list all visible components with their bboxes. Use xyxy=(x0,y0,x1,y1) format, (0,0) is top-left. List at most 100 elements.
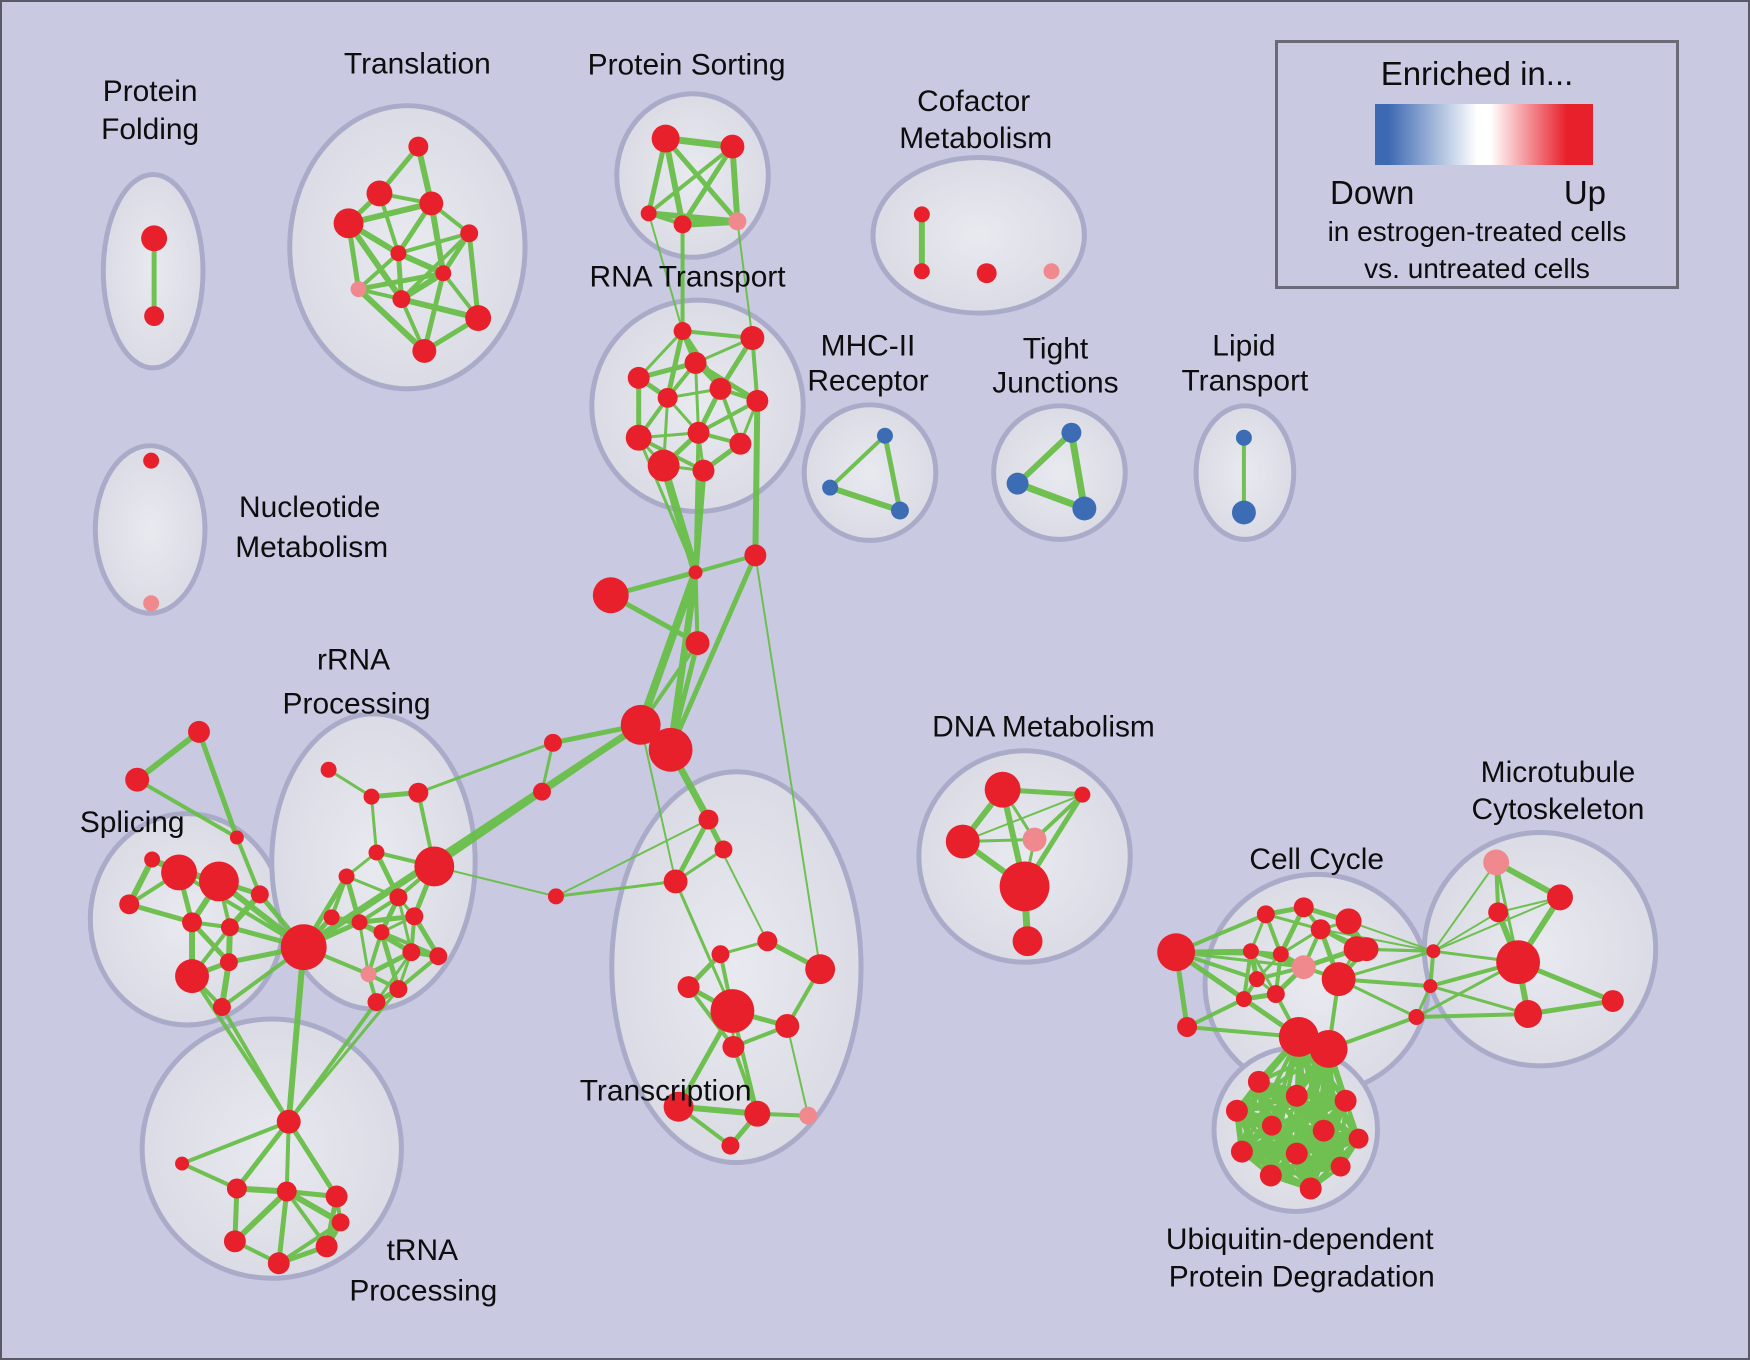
legend-subtitle-line1: in estrogen-treated cells xyxy=(1327,216,1627,247)
node-u4 xyxy=(1225,1099,1248,1122)
edge xyxy=(1174,950,1306,969)
node-x15 xyxy=(721,1136,740,1155)
node-nm2 xyxy=(143,595,160,612)
node-cb xyxy=(744,544,767,567)
node-r12 xyxy=(360,966,377,983)
edge xyxy=(665,328,686,401)
node-cf4 xyxy=(1043,263,1060,280)
node-s10 xyxy=(212,998,231,1017)
edge xyxy=(754,554,822,971)
edge xyxy=(234,835,262,897)
node-cc10 xyxy=(1291,955,1316,980)
edge xyxy=(358,920,370,976)
edge xyxy=(369,795,378,854)
node-tj1 xyxy=(1061,422,1082,443)
edge xyxy=(696,398,760,435)
cluster-label-cofactor-metabolism: Cofactor xyxy=(917,85,1030,118)
node-ft1 xyxy=(188,720,210,743)
edge xyxy=(663,136,740,224)
cluster-label-cell-cycle: Cell Cycle xyxy=(1249,843,1384,876)
edge xyxy=(686,985,736,1049)
node-mt5 xyxy=(1514,1000,1543,1028)
node-tr1 xyxy=(226,1178,247,1199)
node-mt2 xyxy=(1547,884,1573,911)
edge xyxy=(554,818,710,898)
edge xyxy=(135,777,239,840)
node-s1 xyxy=(161,854,197,891)
node-tr3 xyxy=(325,1185,348,1208)
node-r8 xyxy=(405,907,424,926)
node-d5 xyxy=(999,861,1050,912)
node-t4 xyxy=(333,208,364,239)
node-t6 xyxy=(390,245,407,262)
node-rt12 xyxy=(692,459,715,482)
node-rt9 xyxy=(625,424,652,451)
cluster-label-trna-processing: Processing xyxy=(349,1275,497,1308)
node-ca xyxy=(688,565,703,580)
node-rt6 xyxy=(657,387,678,408)
legend-subtitle-line2: vs. untreated cells xyxy=(1364,253,1590,284)
node-t10 xyxy=(465,305,492,332)
edge xyxy=(286,1119,340,1199)
edge xyxy=(1428,984,1530,1016)
edge xyxy=(668,552,758,753)
cluster-label-translation: Translation xyxy=(344,47,491,80)
cluster-label-rrna-processing: Processing xyxy=(283,687,431,720)
node-u9 xyxy=(1285,1142,1308,1165)
node-x14 xyxy=(799,1106,818,1125)
node-u7 xyxy=(1348,1128,1369,1149)
edge xyxy=(1267,1163,1344,1179)
edge xyxy=(287,987,400,1124)
node-mt6 xyxy=(1601,990,1624,1013)
edge xyxy=(395,250,447,277)
node-x6 xyxy=(711,945,730,964)
edge xyxy=(1432,911,1500,953)
cluster-ellipse-trna-processing xyxy=(139,1016,404,1281)
node-u3 xyxy=(1334,1089,1357,1112)
node-lp1 xyxy=(1235,429,1252,446)
node-r1 xyxy=(320,761,337,778)
node-tr4 xyxy=(223,1230,246,1253)
node-lp2 xyxy=(1231,500,1256,525)
cluster-label-protein-folding: Folding xyxy=(101,113,199,146)
cluster-label-nucleotide-metabolism: Metabolism xyxy=(235,531,388,564)
node-u11 xyxy=(1259,1164,1282,1187)
edge xyxy=(1067,429,1088,512)
edge xyxy=(466,230,481,321)
node-m2 xyxy=(822,479,839,496)
edge xyxy=(126,901,195,925)
node-cf2 xyxy=(913,263,930,280)
node-cf1 xyxy=(913,206,930,223)
node-cc9 xyxy=(1272,946,1289,963)
node-cn2 xyxy=(533,782,551,801)
node-mt4 xyxy=(1496,940,1541,985)
cluster-label-ubiquitin-degradation: Ubiquitin-dependent xyxy=(1166,1223,1434,1256)
node-d6 xyxy=(1012,926,1043,957)
cluster-ellipse-cofactor-metabolism xyxy=(870,155,1087,316)
edge xyxy=(827,484,903,514)
node-tr5 xyxy=(315,1235,338,1258)
edge xyxy=(355,286,428,354)
node-t1 xyxy=(408,136,429,157)
node-cc15 xyxy=(1343,936,1370,963)
edge xyxy=(694,361,701,435)
node-rt10 xyxy=(729,432,752,455)
node-r9 xyxy=(351,914,368,931)
node-rt7 xyxy=(746,389,769,412)
edge xyxy=(1432,861,1498,953)
edge xyxy=(356,270,446,292)
node-tr7 xyxy=(331,1213,350,1232)
cluster-label-rna-transport: RNA Transport xyxy=(589,261,786,294)
edge xyxy=(828,433,887,490)
node-m3 xyxy=(890,501,909,520)
node-h xyxy=(280,924,327,971)
cluster-label-protein-folding: Protein xyxy=(103,75,198,108)
edge xyxy=(327,768,373,799)
node-cbig xyxy=(592,577,629,614)
node-cc6 xyxy=(1335,908,1362,935)
node-r13 xyxy=(389,980,408,999)
node-cf3 xyxy=(976,263,997,284)
node-cc14 xyxy=(1321,962,1356,997)
node-cc11 xyxy=(1248,971,1265,988)
edge xyxy=(646,144,735,216)
